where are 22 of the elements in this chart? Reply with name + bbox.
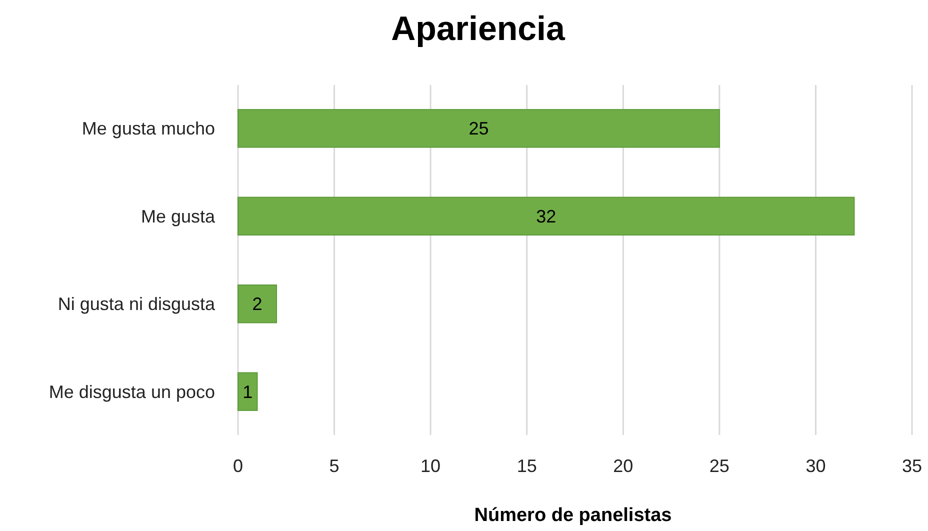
x-axis-title: Número de panelistas [474, 505, 672, 526]
y-tick-label: Me gusta [140, 206, 216, 226]
bar [238, 284, 278, 324]
data-label: 32 [536, 206, 556, 226]
chart-title: Apariencia [391, 10, 566, 48]
x-tick-label: 30 [806, 456, 826, 476]
bar [238, 372, 258, 411]
x-tick-label: 25 [709, 456, 730, 476]
x-tick-label: 20 [613, 456, 634, 476]
y-tick-label: Me disgusta un poco [48, 382, 215, 402]
y-tick-label: Ni gusta ni disgusta [58, 294, 216, 314]
y-tick-label: Me gusta mucho [82, 118, 215, 139]
bar [238, 196, 855, 236]
data-label: 25 [468, 118, 489, 139]
x-tick-label: 35 [902, 456, 922, 476]
x-tick-label: 0 [232, 456, 244, 476]
data-label: 1 [242, 382, 253, 402]
x-tick-label: 5 [329, 456, 340, 476]
x-tick-label: 10 [420, 456, 441, 476]
bar [238, 109, 720, 148]
data-label: 2 [252, 294, 262, 314]
x-tick-label: 15 [516, 456, 537, 476]
